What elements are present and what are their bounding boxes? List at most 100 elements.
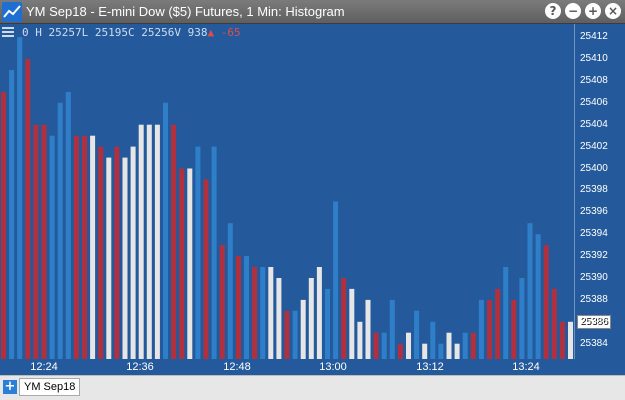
histogram-bar xyxy=(203,179,209,359)
price-tick-label: 25394 xyxy=(580,228,608,240)
histogram-bar xyxy=(65,91,71,359)
minimize-button[interactable]: − xyxy=(565,3,581,19)
histogram-bar xyxy=(487,299,492,359)
histogram-bar xyxy=(260,267,266,359)
histogram-bar xyxy=(430,321,436,359)
histogram-bar xyxy=(511,299,517,359)
histogram-bar xyxy=(9,70,15,359)
histogram-bar xyxy=(146,124,152,359)
bottom-tab-bar: + YM Sep18 xyxy=(0,375,625,400)
price-tick-label: 25386 xyxy=(580,315,608,327)
add-tab-button[interactable]: + xyxy=(3,379,17,394)
histogram-bar xyxy=(389,299,395,359)
histogram-bar xyxy=(349,288,355,359)
histogram-bar xyxy=(495,288,501,359)
histogram-bar xyxy=(503,267,509,359)
histogram-bar xyxy=(470,332,476,359)
histogram-bar xyxy=(163,102,168,359)
histogram-bars xyxy=(1,37,573,359)
volume-value: 25256V xyxy=(141,25,181,39)
histogram-bar xyxy=(130,146,136,359)
histogram-bar xyxy=(211,146,217,359)
title-bar: YM Sep18 - E-mini Dow ($5) Futures, 1 Mi… xyxy=(0,0,625,24)
histogram-bar xyxy=(73,135,79,359)
price-tick-label: 25406 xyxy=(580,96,608,108)
histogram-bar xyxy=(82,135,87,359)
price-tick-label: 25392 xyxy=(580,250,608,262)
histogram-bar xyxy=(17,37,23,359)
histogram-bar xyxy=(1,91,6,359)
histogram-bar xyxy=(308,278,314,359)
histogram-bar xyxy=(519,278,525,359)
maximize-button[interactable]: + xyxy=(585,3,601,19)
histogram-bar xyxy=(292,310,298,359)
close-button[interactable]: × xyxy=(605,3,621,19)
histogram-bar xyxy=(325,288,330,359)
price-tick-label: 25400 xyxy=(580,162,608,174)
price-tick-label: 25384 xyxy=(580,337,608,349)
close-value: 25195C xyxy=(94,25,135,39)
histogram-bar xyxy=(122,157,128,359)
histogram-bar xyxy=(551,288,557,359)
menu-icon[interactable] xyxy=(2,26,14,38)
time-axis[interactable]: 12:24 12:36 12:48 13:00 13:12 13:24 xyxy=(0,359,575,375)
histogram-bar xyxy=(300,299,306,359)
time-tick-label: 12:24 xyxy=(30,361,58,373)
histogram-bar xyxy=(478,299,484,359)
symbol-tab[interactable]: YM Sep18 xyxy=(19,378,81,396)
histogram-bar xyxy=(422,343,428,359)
histogram-bar xyxy=(559,321,565,359)
histogram-bar xyxy=(41,124,47,359)
histogram-bar xyxy=(138,124,144,359)
histogram-bar xyxy=(33,124,39,359)
histogram-bar xyxy=(357,321,363,359)
low-value: 25257L xyxy=(48,25,89,39)
histogram-bar xyxy=(106,157,112,359)
time-tick-label: 12:48 xyxy=(223,361,251,373)
window-title: YM Sep18 - E-mini Dow ($5) Futures, 1 Mi… xyxy=(26,4,345,19)
ohlc-info-line: 0 H 25257L 25195C 25256V 938 ▲ -65 xyxy=(2,25,241,39)
price-tick-label: 25388 xyxy=(580,293,608,305)
chart-logo-icon xyxy=(2,1,22,22)
histogram-bar xyxy=(543,245,549,359)
histogram-bar xyxy=(25,59,31,359)
histogram-bar xyxy=(268,267,274,359)
histogram-bar xyxy=(414,310,420,359)
histogram-bar xyxy=(57,102,63,359)
histogram-bar xyxy=(219,245,225,359)
high-value: H xyxy=(35,25,42,39)
last-price-tag: 25386 xyxy=(577,314,611,329)
histogram-bar xyxy=(381,332,387,359)
histogram-bar xyxy=(446,332,452,359)
histogram-bar xyxy=(171,124,177,359)
histogram-bar xyxy=(365,299,371,359)
histogram-bar xyxy=(227,223,233,359)
price-tick-label: 25398 xyxy=(580,184,608,196)
change-arrow-icon: ▲ xyxy=(207,25,215,39)
histogram-bar xyxy=(397,343,403,359)
histogram-bar xyxy=(406,332,411,359)
histogram-bar xyxy=(235,256,241,359)
histogram-bar xyxy=(438,343,444,359)
time-tick-label: 13:12 xyxy=(416,361,444,373)
histogram-bar xyxy=(114,146,120,359)
price-axis[interactable]: 25386 25412 25410 25408 25406 25404 25402 2540… xyxy=(576,24,625,359)
price-tick-label: 25408 xyxy=(580,74,608,86)
histogram-bar xyxy=(373,332,379,359)
window-controls: ? − + × xyxy=(545,3,621,19)
histogram-bar xyxy=(244,256,249,359)
plot-area[interactable]: 0 H 25257L 25195C 25256V 938 ▲ -65 xyxy=(0,24,575,359)
histogram-bar xyxy=(527,223,533,359)
histogram-bar xyxy=(454,343,460,359)
histogram-bar xyxy=(341,278,347,359)
histogram-bar xyxy=(276,278,282,359)
histogram-bar xyxy=(98,146,104,359)
time-tick-label: 12:36 xyxy=(126,361,154,373)
change-value: -65 xyxy=(220,25,241,39)
histogram-bar xyxy=(316,267,322,359)
price-tick-label: 25410 xyxy=(580,53,608,64)
help-button[interactable]: ? xyxy=(545,3,561,19)
histogram-bar xyxy=(252,267,258,359)
chart-area[interactable]: 0 H 25257L 25195C 25256V 938 ▲ -65 25386 … xyxy=(0,24,625,375)
price-tick-label: 25390 xyxy=(580,272,608,283)
